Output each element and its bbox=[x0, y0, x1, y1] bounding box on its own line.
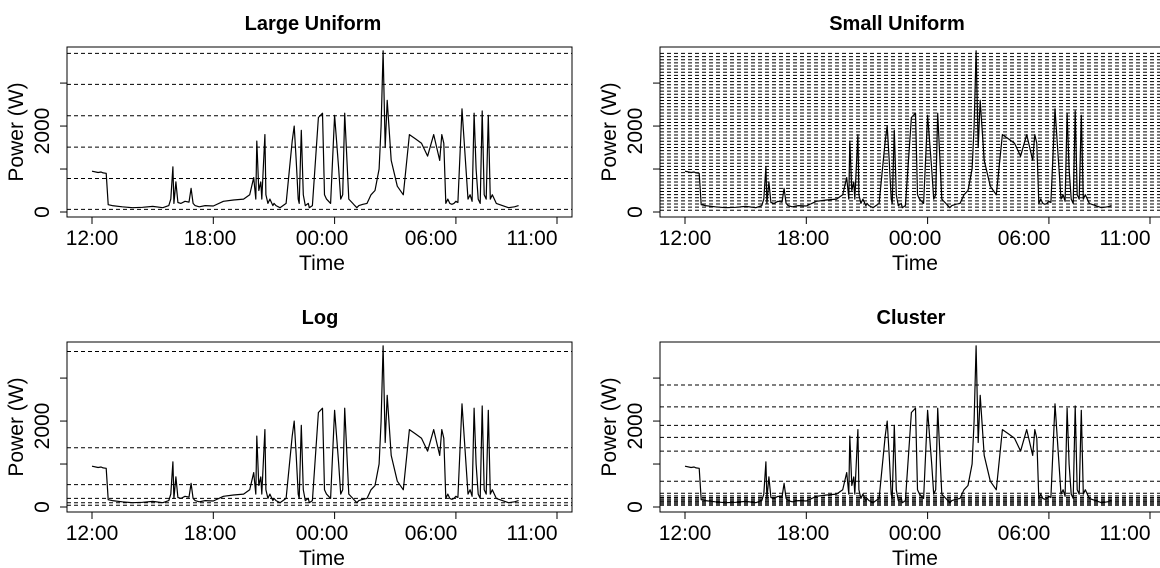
x-axis-label: Time bbox=[892, 252, 938, 275]
plot-frame bbox=[66, 46, 573, 218]
tick-marks bbox=[60, 377, 558, 519]
x-axis-label: Time bbox=[299, 547, 345, 568]
x-tick-label: 06:00 bbox=[405, 522, 458, 545]
x-tick-label: 18:00 bbox=[777, 522, 830, 545]
x-tick-label: 12:00 bbox=[659, 522, 712, 545]
y-tick-label: 2000 bbox=[31, 108, 54, 155]
power-series-line bbox=[684, 50, 1112, 209]
dashed-level-lines bbox=[67, 350, 572, 506]
plot-frame bbox=[66, 341, 573, 513]
panel-title: Small Uniform bbox=[829, 13, 965, 35]
tick-marks bbox=[60, 82, 558, 224]
x-axis-label: Time bbox=[892, 547, 938, 568]
x-tick-label: 06:00 bbox=[405, 227, 458, 250]
power-series-line bbox=[684, 345, 1112, 504]
dashed-level-lines bbox=[660, 384, 1160, 506]
y-tick-label: 0 bbox=[624, 206, 647, 218]
x-tick-label: 12:00 bbox=[659, 227, 712, 250]
power-series-line bbox=[91, 345, 519, 504]
panel-small-uniform: Small Uniform 12:00 18:00 00:00 06:00 11… bbox=[598, 13, 1160, 275]
x-tick-label: 11:00 bbox=[1100, 522, 1151, 545]
x-tick-label: 12:00 bbox=[66, 522, 119, 545]
y-tick-label: 0 bbox=[31, 501, 54, 513]
power-series-line bbox=[91, 50, 519, 209]
x-tick-label: 00:00 bbox=[296, 227, 349, 250]
y-tick-label: 2000 bbox=[31, 403, 54, 450]
x-tick-label: 18:00 bbox=[184, 522, 237, 545]
y-axis-label: Power (W) bbox=[5, 377, 28, 476]
x-tick-label: 18:00 bbox=[184, 227, 237, 250]
tick-marks bbox=[653, 82, 1151, 224]
x-tick-label: 12:00 bbox=[66, 227, 119, 250]
tick-marks bbox=[653, 377, 1151, 519]
x-tick-label: 00:00 bbox=[889, 227, 942, 250]
plot-frame bbox=[659, 341, 1160, 513]
x-axis-label: Time bbox=[299, 252, 345, 275]
y-tick-label: 0 bbox=[624, 501, 647, 513]
panel-title: Cluster bbox=[877, 307, 946, 329]
panel-title: Large Uniform bbox=[245, 13, 382, 35]
y-tick-label: 0 bbox=[31, 206, 54, 218]
y-axis-label: Power (W) bbox=[598, 377, 621, 476]
x-tick-label: 00:00 bbox=[296, 522, 349, 545]
x-tick-label: 06:00 bbox=[998, 522, 1051, 545]
x-tick-label: 06:00 bbox=[998, 227, 1051, 250]
x-tick-label: 18:00 bbox=[777, 227, 830, 250]
panel-large-uniform: Large Uniform 12:00 18:00 00:00 06:00 11… bbox=[5, 13, 573, 275]
panel-cluster: Cluster 12:00 18:00 00:00 06:00 11:00 0 … bbox=[598, 307, 1160, 568]
x-tick-label: 00:00 bbox=[889, 522, 942, 545]
x-tick-label: 11:00 bbox=[1100, 227, 1151, 250]
x-tick-label: 11:00 bbox=[507, 227, 558, 250]
y-axis-label: Power (W) bbox=[5, 82, 28, 181]
y-axis-label: Power (W) bbox=[598, 82, 621, 181]
y-tick-label: 2000 bbox=[624, 108, 647, 155]
x-tick-label: 11:00 bbox=[507, 522, 558, 545]
panel-title: Log bbox=[302, 307, 339, 329]
panel-log: Log 12:00 18:00 00:00 06:00 11:00 0 2000… bbox=[5, 307, 573, 568]
y-tick-label: 2000 bbox=[624, 403, 647, 450]
dashed-level-lines bbox=[67, 52, 572, 210]
